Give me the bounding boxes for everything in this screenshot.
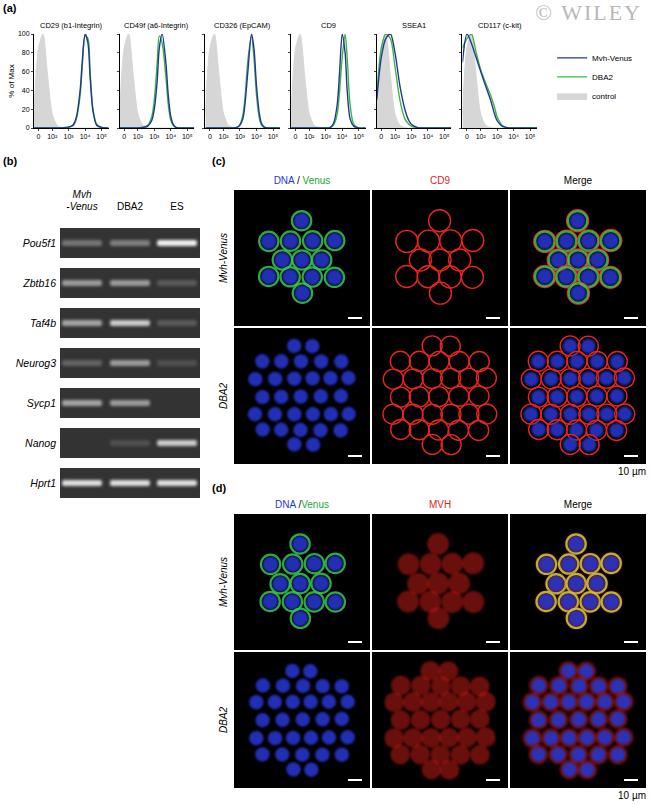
svg-text:MVH: MVH [429,499,451,510]
svg-text:CD117 (c-kit): CD117 (c-kit) [478,21,522,30]
svg-text:Zbtb16: Zbtb16 [22,277,56,289]
svg-text:(b): (b) [3,155,17,167]
svg-text:(d): (d) [212,482,226,494]
svg-text:10²: 10² [219,133,230,140]
svg-text:Merge: Merge [564,499,593,510]
svg-text:10²: 10² [47,133,58,140]
svg-text:60: 60 [22,68,30,75]
svg-text:CD326 (EpCAM): CD326 (EpCAM) [214,21,271,30]
svg-text:10⁵: 10⁵ [353,133,364,140]
svg-text:% of Max: % of Max [7,64,16,97]
svg-text:0: 0 [294,133,298,140]
svg-text:-Venus: -Venus [66,201,97,212]
svg-text:CD29 (b1-Integrin): CD29 (b1-Integrin) [40,21,103,30]
svg-text:20: 20 [22,106,30,113]
svg-text:Pou5f1: Pou5f1 [23,237,56,249]
svg-text:DBA2: DBA2 [117,201,144,212]
svg-text:0: 0 [379,133,383,140]
svg-text:10³: 10³ [64,133,75,140]
svg-text:10⁵: 10⁵ [268,133,279,140]
svg-text:10 µm: 10 µm [618,790,646,801]
svg-text:SSEA1: SSEA1 [402,21,426,30]
svg-text:CD9: CD9 [321,21,336,30]
svg-text:10³: 10³ [492,133,503,140]
svg-text:Merge: Merge [564,175,593,186]
svg-text:0: 0 [37,133,41,140]
svg-text:Taf4b: Taf4b [30,317,56,329]
svg-text:DBA2: DBA2 [218,383,229,410]
svg-text:10³: 10³ [321,133,332,140]
svg-text:CD49f (a6-Integrin): CD49f (a6-Integrin) [124,21,189,30]
svg-text:80: 80 [22,49,30,56]
svg-text:10⁴: 10⁴ [508,133,519,140]
svg-text:10⁵: 10⁵ [96,133,107,140]
svg-text:0: 0 [122,133,126,140]
svg-text:10⁵: 10⁵ [439,133,450,140]
svg-text:10⁴: 10⁴ [422,133,433,140]
svg-text:Mvh-Venus: Mvh-Venus [218,557,229,607]
svg-text:10⁵: 10⁵ [525,133,536,140]
svg-text:10⁴: 10⁴ [337,133,348,140]
svg-text:10³: 10³ [149,133,160,140]
svg-text:DBA2: DBA2 [592,73,613,82]
svg-text:CD9: CD9 [430,175,450,186]
svg-text:10⁴: 10⁴ [165,133,176,140]
svg-text:Nanog: Nanog [25,437,56,449]
svg-text:Sycp1: Sycp1 [27,397,56,409]
svg-text:ES: ES [170,201,184,212]
html-text:© WILEY: © WILEY [535,0,642,25]
svg-text:10³: 10³ [406,133,417,140]
svg-text:control: control [592,92,616,101]
svg-text:10²: 10² [133,133,144,140]
svg-text:10²: 10² [390,133,401,140]
svg-text:0: 0 [26,124,30,131]
svg-text:Mvh: Mvh [73,189,92,200]
svg-text:10²: 10² [304,133,315,140]
svg-text:Mvh-Venus: Mvh-Venus [218,233,229,283]
svg-text:10²: 10² [476,133,487,140]
svg-text:40: 40 [22,87,30,94]
svg-text:DBA2: DBA2 [218,707,229,734]
svg-text:(c): (c) [212,155,226,167]
svg-text:10⁴: 10⁴ [80,133,91,140]
svg-text:DNA / Venus: DNA / Venus [274,175,331,186]
svg-text:DNA /Venus: DNA /Venus [275,499,329,510]
svg-text:0: 0 [465,133,469,140]
svg-text:Hprt1: Hprt1 [30,477,56,489]
svg-text:10⁴: 10⁴ [251,133,262,140]
svg-text:10 µm: 10 µm [618,466,646,477]
svg-text:(a): (a) [3,2,17,14]
svg-text:Neurog3: Neurog3 [16,357,56,369]
svg-text:100: 100 [18,30,30,37]
svg-text:10³: 10³ [235,133,246,140]
svg-text:Mvh-Venus: Mvh-Venus [592,54,632,63]
svg-text:10⁵: 10⁵ [182,133,193,140]
svg-text:0: 0 [208,133,212,140]
